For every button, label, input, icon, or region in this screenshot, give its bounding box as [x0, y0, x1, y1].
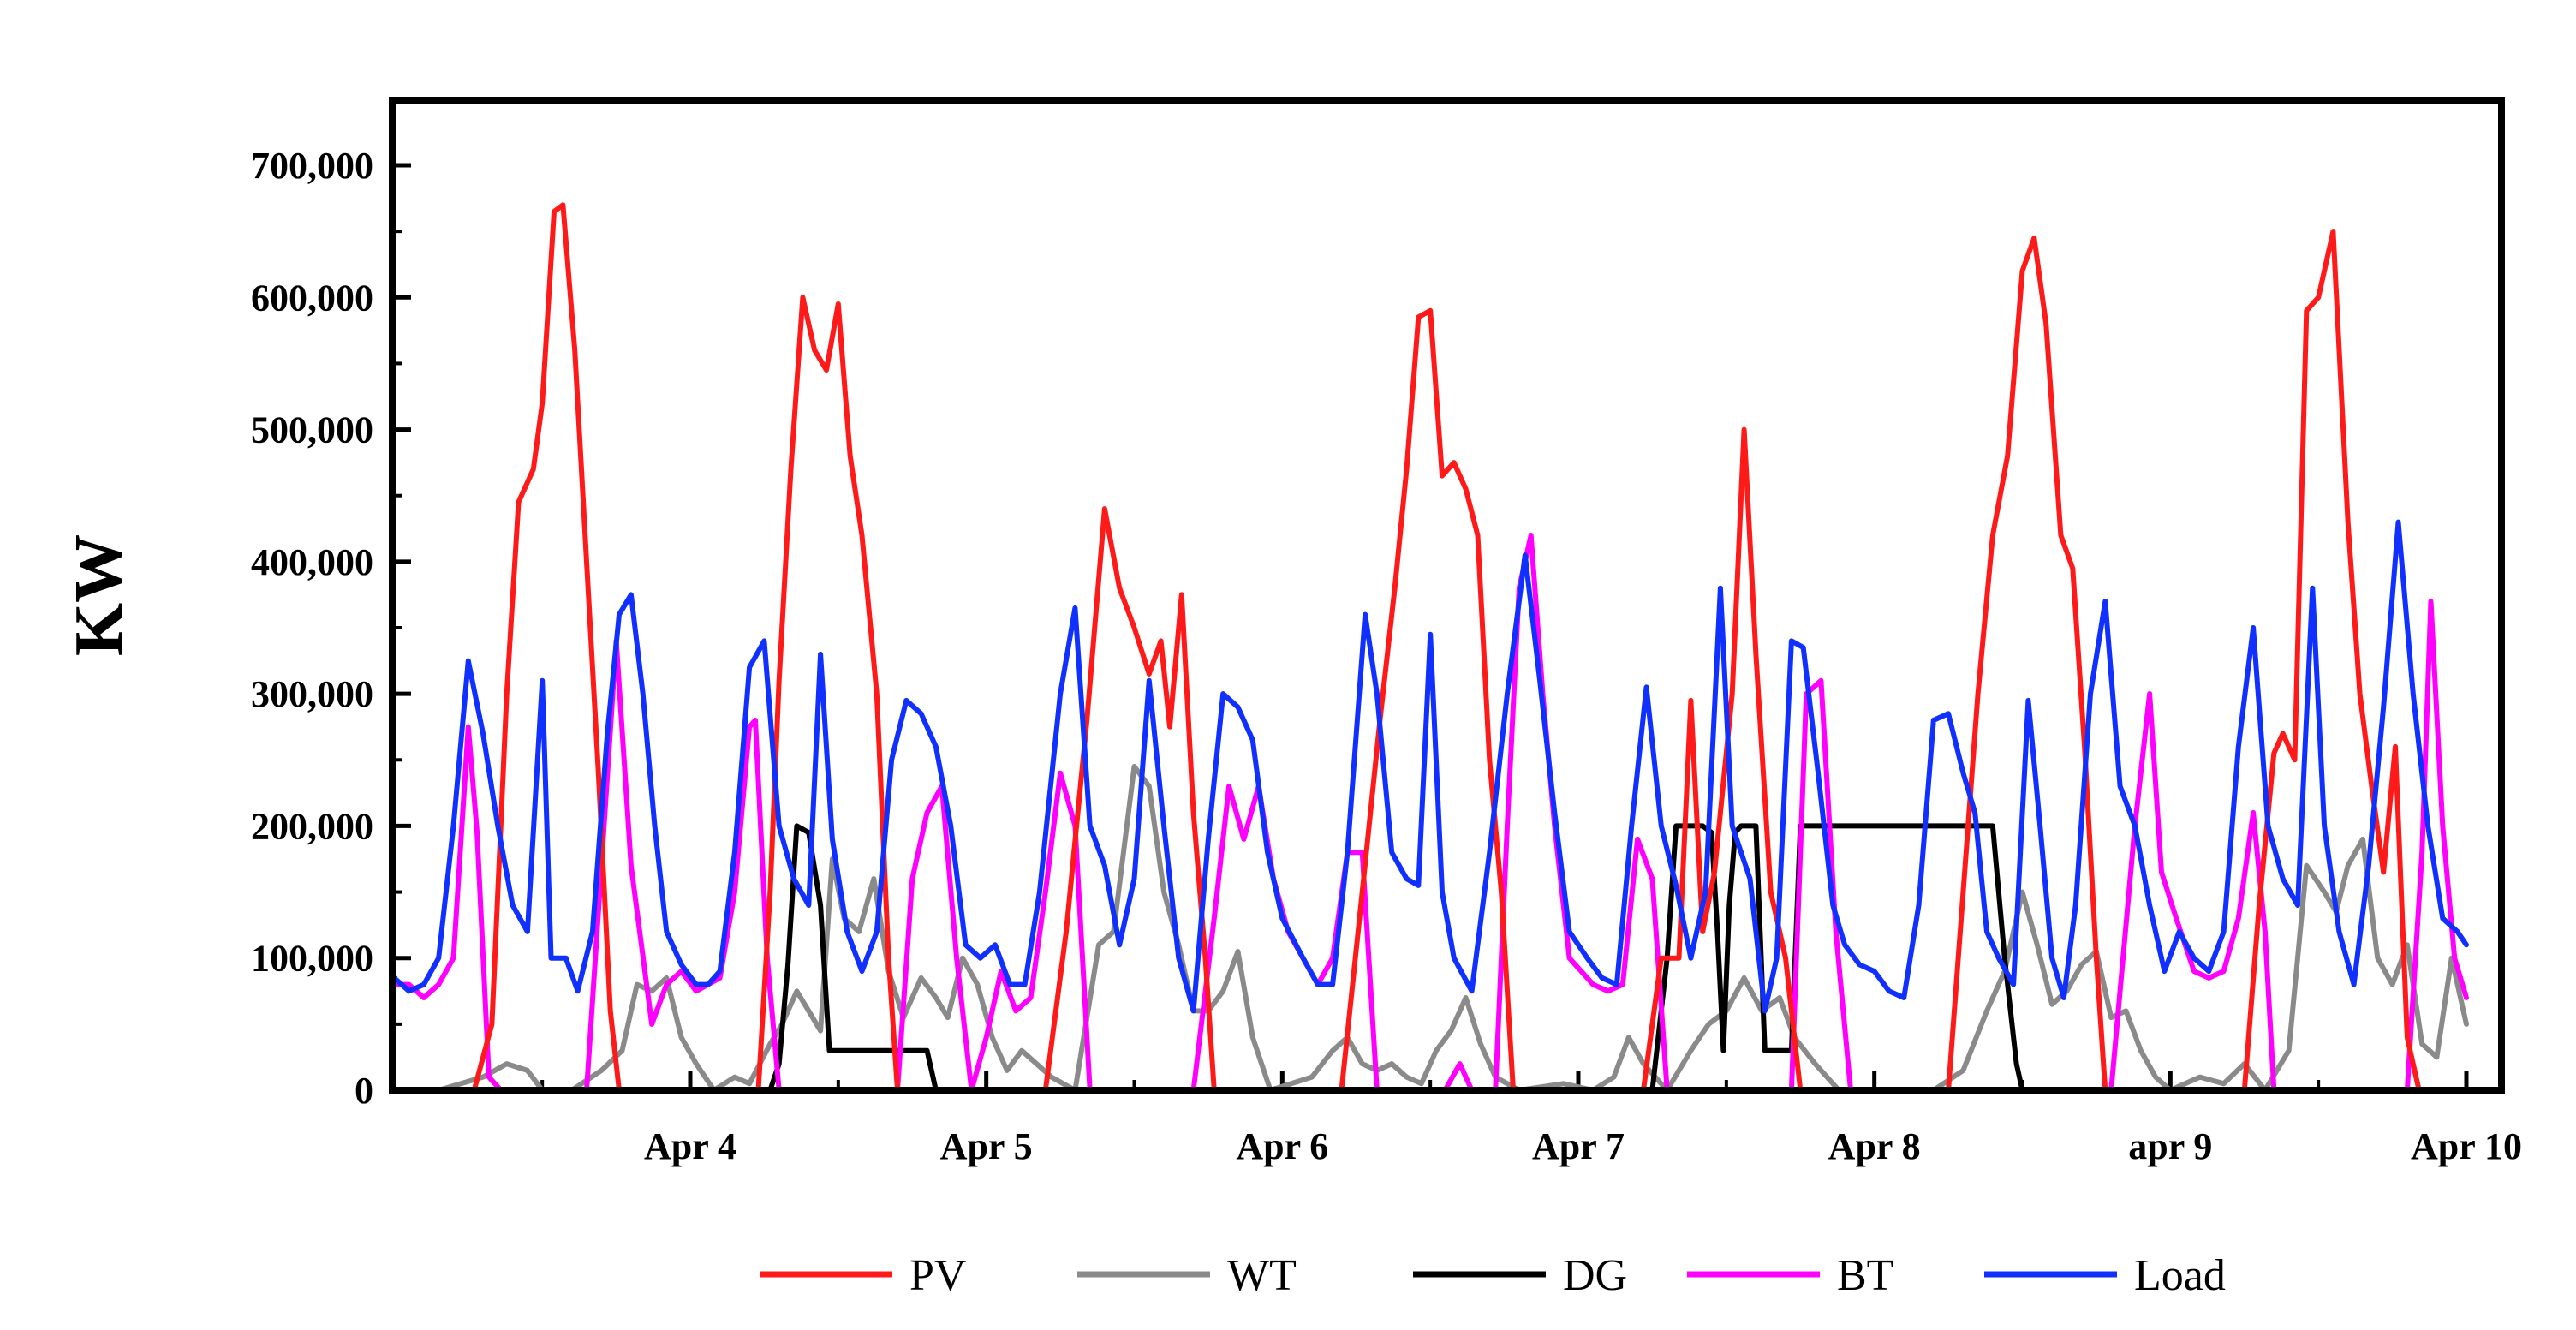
y-tick-label: 0: [355, 1070, 373, 1112]
series-line-load: [391, 519, 2469, 1014]
series-line-wt: [391, 764, 2469, 1093]
y-tick-label: 700,000: [251, 145, 373, 187]
y-tick-label: 200,000: [251, 805, 373, 847]
legend-label-pv: PV: [909, 1251, 966, 1300]
y-tick-label: 500,000: [251, 409, 373, 451]
y-tick-label: 300,000: [251, 673, 373, 715]
x-tick-label: Apr 8: [1828, 1125, 1921, 1167]
y-axis-title: KW: [62, 534, 137, 656]
x-axis-ticks: Apr 4 Apr 5 Apr 6 Apr 7 Apr 8 apr 9 Apr 10: [540, 1071, 2522, 1167]
legend-label-wt: WT: [1227, 1251, 1297, 1300]
x-tick-label: Apr 10: [2411, 1125, 2522, 1167]
x-tick-label: Apr 6: [1236, 1125, 1328, 1167]
legend-label-load: Load: [2134, 1251, 2226, 1300]
x-tick-label: apr 9: [2128, 1125, 2212, 1167]
y-tick-label: 100,000: [251, 938, 373, 980]
x-tick-label: Apr 4: [644, 1125, 736, 1167]
plot-frame: [389, 97, 2505, 1094]
x-tick-label: Apr 7: [1532, 1125, 1625, 1167]
y-tick-label: 400,000: [251, 541, 373, 583]
legend-label-bt: BT: [1837, 1251, 1893, 1300]
legend-label-dg: DG: [1563, 1251, 1627, 1300]
y-axis-ticks: 0 100,000 200,000 300,000 400,000 500,000 600,…: [251, 145, 411, 1112]
legend: PV WT DG BT Load: [760, 1251, 2226, 1300]
x-tick-label: Apr 5: [940, 1125, 1033, 1167]
y-tick-label: 600,000: [251, 277, 373, 319]
